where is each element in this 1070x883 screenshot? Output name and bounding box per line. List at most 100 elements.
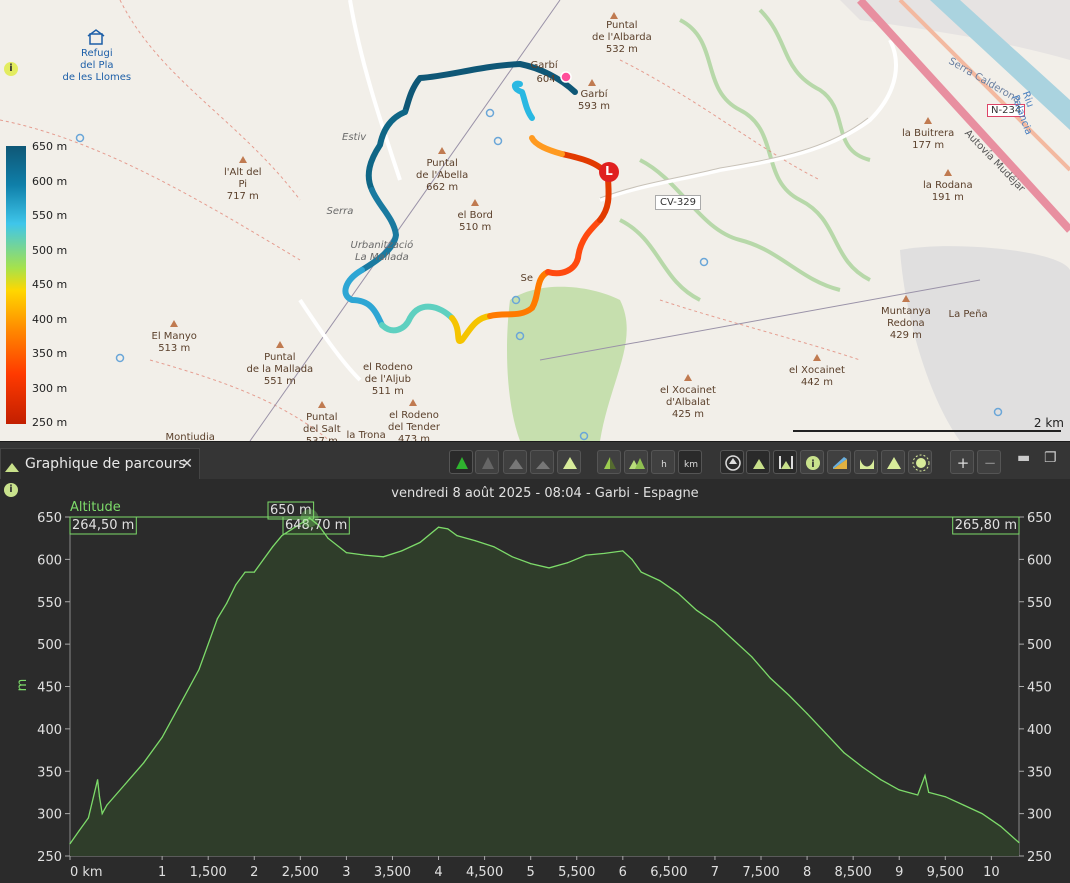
km-icon: km — [684, 460, 698, 470]
maximize-button[interactable]: ❐ — [1044, 450, 1057, 466]
km-button[interactable]: km — [678, 450, 702, 474]
x-tick-label: 1 — [158, 865, 166, 880]
surface-button[interactable] — [827, 450, 851, 474]
sun-button[interactable] — [908, 450, 932, 474]
altitude-point — [548, 567, 550, 569]
tab-trip-chart[interactable]: Graphique de parcours ✕ — [0, 448, 200, 480]
info-button[interactable]: i — [800, 450, 824, 474]
altitude-point — [493, 546, 495, 548]
svg-text:+: + — [957, 454, 970, 472]
altitude-point — [732, 639, 734, 641]
max-marker — [300, 509, 319, 528]
mode-b-button[interactable] — [773, 450, 797, 474]
altitude-point — [769, 677, 771, 679]
map-label-aljub: el Rodeno de l'Aljub 511 m — [363, 362, 413, 397]
power-lines — [249, 0, 981, 441]
altitude-point — [695, 609, 698, 611]
gradient-up-button[interactable] — [503, 450, 527, 474]
altitude-point — [401, 550, 403, 552]
descent-button[interactable] — [475, 450, 499, 474]
y-axis-label: m — [15, 679, 30, 692]
dashed-trails — [0, 0, 861, 441]
altitude-point — [751, 656, 753, 658]
altitude-point — [788, 694, 790, 696]
mode-a-button[interactable] — [746, 450, 770, 474]
valley-button[interactable] — [854, 450, 878, 474]
map-info-icon[interactable]: i — [4, 62, 18, 76]
svg-text:−: − — [984, 454, 997, 472]
mode-up-icon — [725, 455, 741, 471]
peaks-button[interactable] — [624, 450, 648, 474]
zoom-out-icon: − — [984, 454, 997, 472]
y-tick-label-right: 450 — [1027, 681, 1052, 696]
altitude-point — [382, 556, 384, 558]
mountain-icon — [887, 457, 901, 469]
x-tick-label: 6,500 — [650, 865, 687, 880]
map-label-albarda: Puntal de l'Albarda 532 m — [592, 20, 652, 55]
altitude-point — [631, 558, 633, 560]
ascent-button[interactable] — [449, 450, 473, 474]
altitude-point — [345, 551, 348, 554]
road-label-cv329: CV-329 — [655, 195, 701, 210]
legend-tick: 350 m — [32, 347, 68, 360]
altitude-point — [917, 794, 919, 796]
y-tick-label: 550 — [37, 596, 62, 611]
elevation-button[interactable] — [557, 450, 581, 474]
split-button[interactable] — [597, 450, 621, 474]
altitude-point — [898, 789, 900, 791]
chart-info-icon[interactable]: i — [4, 483, 18, 497]
altitude-point — [999, 825, 1002, 827]
altitude-point — [585, 554, 587, 556]
altitude-point — [101, 813, 103, 815]
x-tick-label: 1,500 — [190, 865, 227, 880]
x-tick-label: 4,500 — [466, 865, 503, 880]
close-tab-button[interactable]: ✕ — [181, 456, 193, 472]
altitude-point — [824, 732, 827, 734]
end-altitude-label: 265,80 m — [955, 518, 1017, 533]
mountain-button[interactable] — [881, 450, 905, 474]
zoom-in-button[interactable]: + — [950, 450, 974, 474]
map-label-manyo: El Manyo 513 m — [151, 331, 197, 354]
zoom-out-button[interactable]: − — [977, 450, 1001, 474]
altitude-line — [69, 517, 1020, 845]
y-tick-label-right: 300 — [1027, 808, 1052, 823]
split-icon — [604, 457, 616, 469]
altitude-point — [1018, 842, 1020, 844]
altitude-point — [78, 829, 80, 832]
x-tick-label: 6 — [619, 865, 627, 880]
forest-area — [507, 286, 627, 441]
map-label-pena: La Peña — [948, 309, 988, 320]
svg-text:i: i — [811, 459, 814, 470]
start-altitude-label-box — [69, 516, 137, 535]
time-icon: h — [661, 460, 667, 470]
altitude-point — [456, 535, 458, 537]
altitude-point — [364, 554, 366, 556]
info-icon: i — [806, 456, 820, 470]
x-tick-label: 10 — [983, 865, 1000, 880]
lap-marker[interactable] — [599, 162, 619, 182]
y-tick-label: 650 — [37, 511, 62, 526]
gradient-down-button[interactable] — [530, 450, 554, 474]
altitude-point — [622, 550, 624, 552]
altitude-point — [327, 537, 329, 539]
x-tick-label: 3 — [342, 865, 350, 880]
minimize-button[interactable]: ▬ — [1017, 450, 1031, 466]
position-marker[interactable] — [560, 71, 572, 83]
marker-letter: L — [605, 164, 613, 178]
map-view[interactable]: Refugi del Pla de les Llomes Puntal de l'… — [0, 0, 1070, 441]
legend-tick: 600 m — [32, 174, 68, 188]
mode-up-button[interactable] — [720, 450, 744, 474]
altitude-point — [69, 843, 71, 845]
altitude-chart[interactable]: vendredi 8 août 2025 - 08:04 - Garbi - E… — [0, 479, 1070, 883]
map-label-rodana: la Rodana 191 m — [923, 180, 973, 203]
time-button[interactable]: h — [651, 450, 675, 474]
map-label-esti: Estiv — [342, 132, 367, 143]
altitude-point — [98, 796, 101, 798]
altitude-chart-panel[interactable]: i vendredi 8 août 2025 - 08:04 - Garbi -… — [0, 479, 1070, 883]
map-label-xocainet: el Xocainet 442 m — [789, 365, 845, 388]
x-tick-label: 8 — [803, 865, 811, 880]
y-tick-label-right: 600 — [1027, 553, 1052, 568]
altitude-point — [861, 766, 863, 768]
map-canvas[interactable] — [0, 0, 1070, 441]
zoom-in-icon: + — [957, 454, 970, 472]
